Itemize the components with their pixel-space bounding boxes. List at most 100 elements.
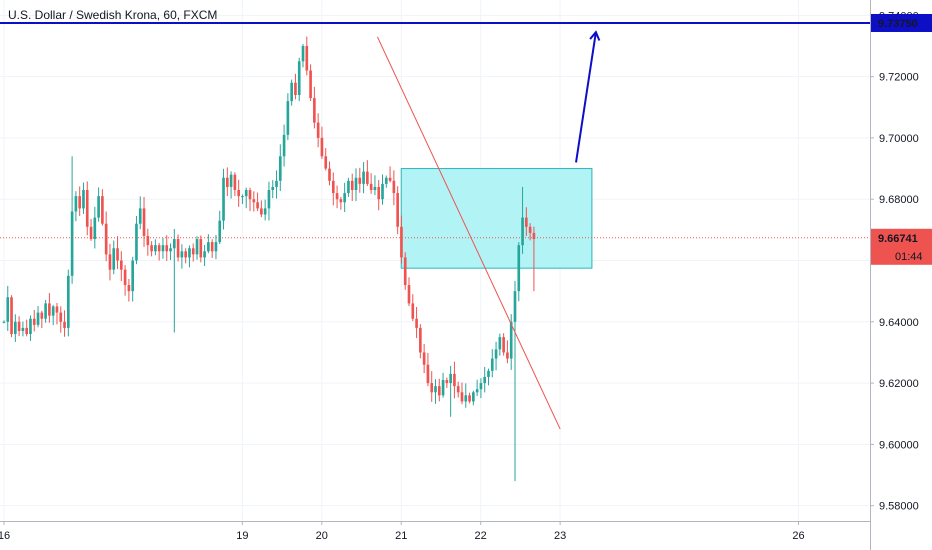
candle-body xyxy=(157,245,161,252)
candle-body xyxy=(509,321,513,359)
candle-body xyxy=(377,186,381,200)
candle-body xyxy=(347,180,350,194)
candle-body xyxy=(411,303,415,319)
candle-body xyxy=(104,223,108,255)
candle-body xyxy=(445,380,449,384)
time-axis-background xyxy=(0,521,870,550)
candle-body xyxy=(93,217,97,240)
candle-body xyxy=(89,226,93,240)
candle-body xyxy=(150,245,153,252)
candle-body xyxy=(275,180,278,187)
candle-body xyxy=(112,248,116,270)
candle-body xyxy=(55,306,59,313)
candle-body xyxy=(210,242,214,252)
candle-body xyxy=(184,251,187,258)
candle-body xyxy=(324,156,328,169)
target-price-badge xyxy=(871,13,932,32)
candle-body xyxy=(260,208,263,215)
candle-body xyxy=(354,177,358,191)
candle-body xyxy=(294,82,297,96)
candle-body xyxy=(237,190,240,197)
candle-body xyxy=(108,254,112,270)
candle-body xyxy=(25,327,29,335)
candle-body xyxy=(384,177,388,184)
price-tick-label: 9.58000 xyxy=(879,501,919,513)
candle-body xyxy=(373,186,377,191)
candle-body xyxy=(441,380,445,396)
candle-body xyxy=(422,352,426,365)
candle-body xyxy=(403,257,407,286)
time-tick-label: 16 xyxy=(0,530,10,542)
trend-line xyxy=(376,36,561,430)
candle-body xyxy=(494,349,498,359)
candle-body xyxy=(449,373,452,384)
candle-body xyxy=(123,269,127,286)
candle-body xyxy=(44,303,47,319)
candle-body xyxy=(415,318,418,328)
candle-body xyxy=(278,156,282,181)
candle-body xyxy=(131,260,134,292)
target-price-label: 9.73750 xyxy=(878,18,918,30)
candle-body xyxy=(97,196,100,218)
candle-body xyxy=(468,395,471,402)
candle-body xyxy=(430,383,434,393)
candle-body xyxy=(305,45,309,71)
price-tick-label: 9.60000 xyxy=(879,439,919,451)
candle-body xyxy=(40,312,44,319)
candle-body xyxy=(6,297,10,322)
price-axis-background xyxy=(870,0,932,550)
candle-body xyxy=(528,226,532,233)
candle-body xyxy=(366,171,369,184)
candle-body xyxy=(146,235,150,246)
candle-body xyxy=(138,208,142,224)
candle-body xyxy=(169,248,172,252)
candle-body xyxy=(320,137,324,157)
candle-body xyxy=(165,245,169,252)
candle-body xyxy=(392,180,396,194)
candle-body xyxy=(506,352,509,359)
candle-body xyxy=(48,303,51,316)
candle-body xyxy=(350,180,354,191)
candle-body xyxy=(282,134,286,157)
candle-body xyxy=(502,337,505,353)
candle-body xyxy=(483,376,487,384)
candle-body xyxy=(400,226,403,258)
candle-body xyxy=(127,285,131,292)
time-tick-label: 21 xyxy=(395,530,407,542)
candle-body xyxy=(17,321,21,331)
candle-body xyxy=(487,370,490,377)
candle-body xyxy=(70,211,74,276)
candle-body xyxy=(82,190,85,209)
candle-body xyxy=(267,190,271,209)
candle-body xyxy=(407,285,411,304)
time-tick-label: 22 xyxy=(475,530,487,542)
candle-body xyxy=(286,101,290,135)
candle-body xyxy=(335,193,339,200)
candle-body xyxy=(248,190,252,200)
arrow-line xyxy=(575,32,597,163)
candle-body xyxy=(199,239,203,258)
candle-body xyxy=(434,386,437,393)
candle-body xyxy=(74,196,78,212)
candle-body xyxy=(362,171,365,184)
candle-body xyxy=(222,177,225,221)
time-tick-label: 20 xyxy=(316,530,328,542)
candle-body xyxy=(214,242,218,252)
candle-body xyxy=(63,321,66,328)
candle-body xyxy=(172,239,176,249)
candle-body xyxy=(2,321,6,323)
time-tick-label: 26 xyxy=(792,530,804,542)
arrow-head xyxy=(589,30,601,41)
candle-body xyxy=(29,318,32,335)
support-resistance-zone xyxy=(400,168,593,269)
candle-body xyxy=(521,217,524,246)
candle-body xyxy=(188,248,191,258)
candle-body xyxy=(85,190,89,227)
candle-body xyxy=(252,199,256,203)
candle-body xyxy=(176,239,180,258)
